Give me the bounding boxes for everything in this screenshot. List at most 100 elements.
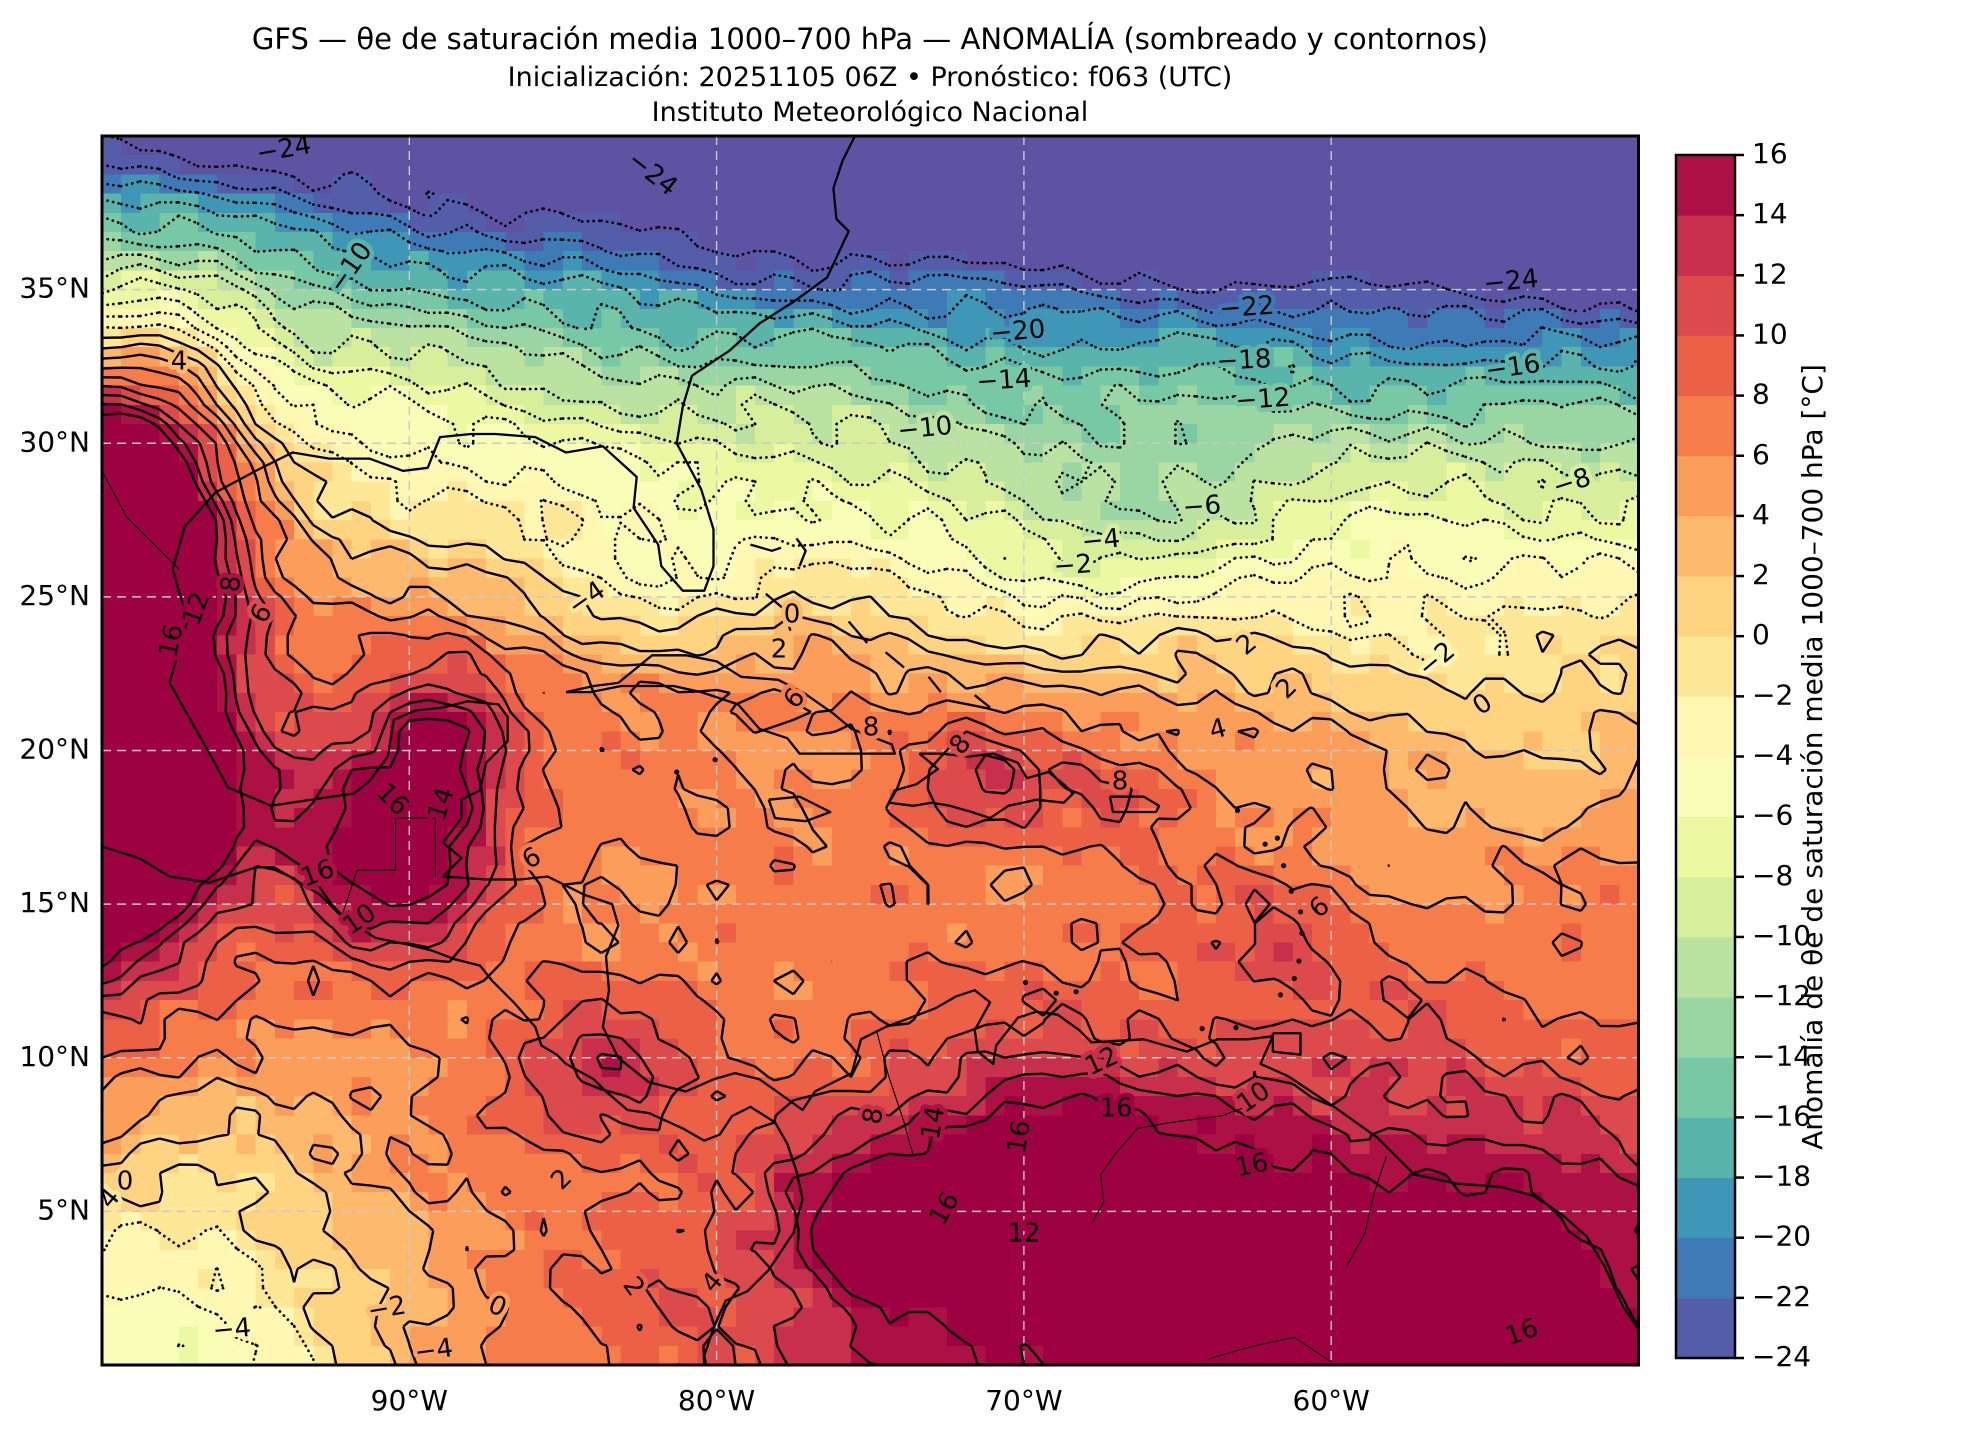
anomaly-shading bbox=[102, 136, 1639, 1365]
colorbar-swatch bbox=[1676, 1177, 1735, 1239]
island-dot bbox=[1073, 989, 1079, 995]
contour-label: 12 bbox=[1007, 1219, 1040, 1249]
thin-line-essequibo-river bbox=[1346, 1155, 1388, 1267]
contour-label: −20 bbox=[989, 314, 1046, 349]
island-dot bbox=[1299, 930, 1305, 936]
y-tick-label: 20°N bbox=[19, 733, 90, 766]
y-tick-label: 30°N bbox=[19, 425, 90, 458]
contour-label: 0 bbox=[784, 600, 801, 630]
contour-label: 8 bbox=[863, 713, 880, 743]
x-tick-label: 70°W bbox=[985, 1384, 1062, 1417]
thin-line-orinoco-river bbox=[1091, 1100, 1264, 1224]
coastline-trinidad bbox=[1271, 1032, 1302, 1056]
colorbar-tick-label: −18 bbox=[1752, 1160, 1811, 1193]
coastline-cuba bbox=[565, 654, 896, 755]
x-tick-label: 60°W bbox=[1293, 1384, 1370, 1417]
colorbar-tick-label: 6 bbox=[1752, 438, 1770, 471]
negative-contours bbox=[102, 136, 1639, 1365]
colorbar-tick-label: −22 bbox=[1752, 1280, 1811, 1313]
colorbar-swatch bbox=[1676, 876, 1735, 938]
island-dot bbox=[674, 769, 680, 775]
colorbar-tick-label: −8 bbox=[1752, 859, 1793, 892]
colorbar-tick-label: 12 bbox=[1752, 257, 1788, 290]
colorbar-tick-label: −12 bbox=[1752, 979, 1811, 1012]
contour-label: 14 bbox=[916, 1104, 951, 1142]
contour-label: 4 bbox=[171, 347, 188, 377]
coastline-puerto-rico bbox=[1108, 795, 1161, 814]
coastline-jamaica bbox=[767, 795, 832, 823]
contour-label: −12 bbox=[1235, 383, 1292, 417]
y-tick-label: 25°N bbox=[19, 579, 90, 612]
island-dot bbox=[1053, 990, 1059, 996]
colorbar-swatch bbox=[1676, 696, 1735, 757]
contour-label: 2 bbox=[771, 635, 788, 665]
colorbar-swatch bbox=[1676, 1117, 1735, 1178]
coastline-bahamas-longisland bbox=[884, 651, 905, 669]
contour-label: −2 bbox=[1053, 549, 1093, 582]
thin-line-mexico-guatemala-belize-borders bbox=[341, 817, 436, 917]
island-dot bbox=[1022, 979, 1028, 986]
coastline-pacific-coast bbox=[102, 845, 804, 1365]
colorbar-swatch bbox=[1676, 816, 1735, 878]
contour-label: 16 bbox=[1099, 1094, 1132, 1124]
island-dot bbox=[1291, 975, 1297, 982]
y-axis-tick-labels: 35°N 30°N 25°N 20°N 15°N 10°N 5°N bbox=[19, 272, 90, 1227]
figure-subtitle: Inicialización: 20251105 06Z • Pronóstic… bbox=[508, 62, 1233, 93]
coastline-bahamas-andros bbox=[765, 592, 792, 632]
contour-label: −10 bbox=[896, 411, 954, 447]
x-tick-label: 80°W bbox=[678, 1384, 755, 1417]
colorbar-swatch bbox=[1676, 1237, 1735, 1299]
island-dot bbox=[1199, 1026, 1205, 1032]
colorbar-tick-label: 14 bbox=[1752, 197, 1788, 230]
colorbar-tick-label: 16 bbox=[1752, 137, 1788, 170]
colorbar-swatch bbox=[1676, 636, 1735, 697]
positive-contours bbox=[102, 334, 1639, 1365]
island-dot bbox=[1233, 1025, 1239, 1031]
colorbar-tick-label: 2 bbox=[1752, 558, 1770, 591]
colorbar-tick-label: 10 bbox=[1752, 317, 1788, 350]
map-border bbox=[100, 134, 1640, 1367]
island-dot bbox=[1234, 807, 1241, 814]
colorbar-tick-label: 4 bbox=[1752, 498, 1770, 531]
island-dot bbox=[712, 757, 718, 763]
colorbar-tick-label: 8 bbox=[1752, 378, 1770, 411]
colorbar-tick-label: 0 bbox=[1752, 618, 1770, 651]
colorbar-swatch bbox=[1676, 335, 1735, 397]
y-tick-label: 10°N bbox=[19, 1040, 90, 1073]
colorbar-swatch bbox=[1676, 215, 1735, 276]
colorbar-swatch bbox=[1676, 515, 1735, 577]
colorbar-swatch bbox=[1676, 275, 1735, 336]
colorbar-swatch bbox=[1676, 576, 1735, 637]
y-tick-label: 15°N bbox=[19, 886, 90, 919]
thin-line-magdalena-river bbox=[875, 1029, 914, 1157]
coastline-bahamas-grand bbox=[750, 543, 782, 552]
colorbar-tick-label: −20 bbox=[1752, 1220, 1811, 1253]
coastline-turks-caicos bbox=[973, 694, 991, 709]
colorbar-title: Anomalía de θe de saturación media 1000–… bbox=[1796, 364, 1829, 1150]
colorbar-swatch bbox=[1676, 1057, 1735, 1118]
contour-label: −4 bbox=[212, 1313, 253, 1346]
colorbar-tick-label: −24 bbox=[1752, 1340, 1811, 1373]
figure-institution: Instituto Meteorológico Nacional bbox=[652, 97, 1089, 128]
coastline-bahamas-abaco bbox=[795, 537, 807, 567]
island-dot bbox=[1274, 835, 1280, 841]
x-axis-tick-labels: 90°W 80°W 70°W 60°W bbox=[371, 1384, 1370, 1417]
colorbar-tick-label: −10 bbox=[1752, 919, 1811, 952]
coastline-bahamas-crooked bbox=[927, 676, 942, 693]
y-tick-label: 35°N bbox=[19, 272, 90, 305]
colorbar-swatch bbox=[1676, 756, 1735, 818]
colorbar-swatch bbox=[1676, 395, 1735, 457]
coastline-bahamas-exuma bbox=[847, 620, 869, 644]
contour-label: −14 bbox=[976, 364, 1033, 398]
contour-label: 8 bbox=[1112, 767, 1129, 797]
x-tick-label: 90°W bbox=[371, 1384, 448, 1417]
colorbar-swatch bbox=[1676, 155, 1735, 216]
colorbar: 16 14 12 10 8 6 4 2 0 −2 −4 −6 −8 −10 −12 −14 −16 −18 −20 −… bbox=[1674, 137, 1811, 1373]
colorbar-swatch bbox=[1676, 1297, 1735, 1359]
island-dot bbox=[1277, 992, 1284, 998]
y-tick-label: 5°N bbox=[37, 1193, 90, 1226]
island-dot bbox=[1296, 958, 1302, 964]
colorbar-tick-label: −2 bbox=[1752, 678, 1793, 711]
colorbar-swatch bbox=[1676, 455, 1735, 517]
